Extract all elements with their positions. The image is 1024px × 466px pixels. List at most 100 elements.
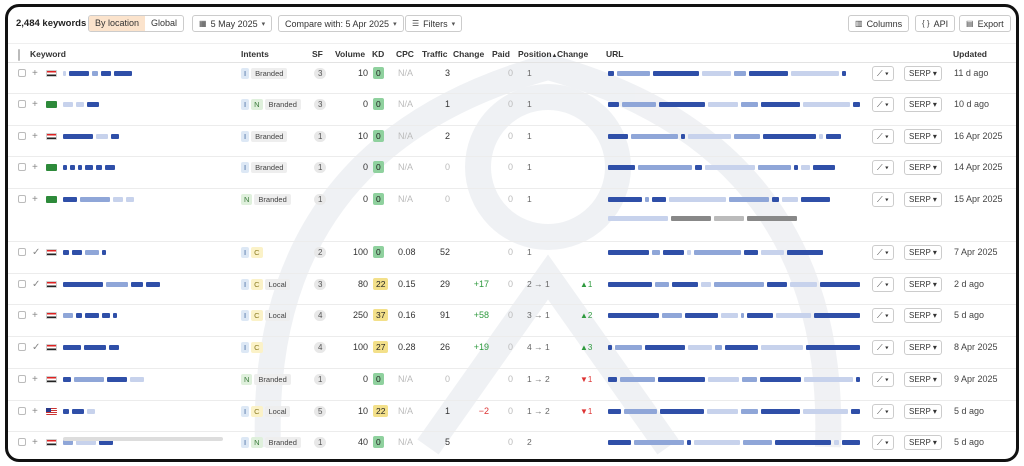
trend-button[interactable]: ⟋ ▾ [872,339,894,355]
trend-button[interactable]: ⟋ ▾ [872,244,894,260]
serp-features-count[interactable]: 1 [314,193,327,205]
columns-button[interactable]: ▥ Columns [848,15,910,32]
serp-dropdown[interactable]: SERP ▾ [904,65,942,81]
check-icon[interactable]: ✓ [32,278,41,290]
row-checkbox[interactable] [18,195,26,203]
add-icon[interactable]: + [32,67,38,79]
select-all-checkbox[interactable] [18,49,20,61]
col-paid[interactable]: Paid [492,49,510,59]
check-icon[interactable]: ✓ [32,246,41,258]
date-button[interactable]: ▦ 5 May 2025 ▾ [192,15,273,32]
serp-dropdown[interactable]: SERP ▾ [904,371,942,387]
serp-dropdown[interactable]: SERP ▾ [904,434,942,450]
add-icon[interactable]: + [32,436,38,448]
serp-dropdown[interactable]: SERP ▾ [904,339,942,355]
url-link[interactable] [608,67,863,79]
tab-by-location[interactable]: By location [89,16,146,31]
trend-button[interactable]: ⟋ ▾ [872,96,894,112]
url-link[interactable] [608,193,863,205]
serp-features-count[interactable]: 2 [314,246,327,258]
row-checkbox[interactable] [18,100,26,108]
col-position[interactable]: Position▲ [518,49,557,59]
url-link[interactable] [608,341,863,353]
add-icon[interactable]: + [32,130,38,142]
serp-dropdown[interactable]: SERP ▾ [904,128,942,144]
url-link[interactable] [608,278,863,290]
trend-button[interactable]: ⟋ ▾ [872,159,894,175]
url-link[interactable] [608,161,863,173]
table-row[interactable]: ✓ I C 4 100 27 0.28 26 +19 0 4 → 1 ▲3 ⟋ ▾ SERP ▾ 8 Apr… [8,337,1016,369]
serp-features-count[interactable]: 3 [314,67,327,79]
table-row[interactable]: + I Branded 1 0 0 N/A 0 0 1 ⟋ ▾ SERP ▾ 14 Apr 2025 [8,157,1016,189]
url-link[interactable] [608,309,863,321]
trend-button[interactable]: ⟋ ▾ [872,128,894,144]
col-kd[interactable]: KD [372,49,385,59]
serp-dropdown[interactable]: SERP ▾ [904,96,942,112]
table-row[interactable]: + N Branded 1 0 0 N/A 0 0 1 → 2 ▼1 ⟋ ▾ SERP ▾ 9 Apr 2… [8,369,1016,401]
col-position-change[interactable]: Change [557,49,589,59]
horizontal-scrollbar[interactable] [63,437,223,441]
col-cpc[interactable]: CPC [396,49,414,59]
serp-features-count[interactable]: 3 [314,98,327,110]
table-row[interactable]: + I C Local 5 10 22 N/A 1 −2 0 1 → 2 ▼1 ⟋ ▾ SERP ▾ 5 d … [8,401,1016,432]
trend-button[interactable]: ⟋ ▾ [872,65,894,81]
table-row[interactable]: + I Branded 3 10 0 N/A 3 0 1 ⟋ ▾ SERP ▾ 11 d ago [8,63,1016,94]
trend-button[interactable]: ⟋ ▾ [872,371,894,387]
serp-features-count[interactable]: 1 [314,130,327,142]
url-link[interactable] [608,436,863,448]
add-icon[interactable]: + [32,405,38,417]
add-icon[interactable]: + [32,309,38,321]
row-checkbox[interactable] [18,248,26,256]
serp-dropdown[interactable]: SERP ▾ [904,403,942,419]
row-checkbox[interactable] [18,69,26,77]
col-url[interactable]: URL [606,49,624,59]
url-link[interactable] [608,98,863,110]
col-volume[interactable]: Volume [335,49,366,59]
table-row[interactable]: ✓ I C 2 100 0 0.08 52 0 1 ⟋ ▾ SERP ▾ 7 Apr 2025 [8,242,1016,274]
filters-button[interactable]: ☰ Filters ▾ [405,15,463,32]
url-link[interactable] [608,405,863,417]
trend-button[interactable]: ⟋ ▾ [872,434,894,450]
export-button[interactable]: ▤ Export [959,15,1011,32]
add-icon[interactable]: + [32,193,38,205]
serp-dropdown[interactable]: SERP ▾ [904,276,942,292]
serp-dropdown[interactable]: SERP ▾ [904,191,942,207]
row-checkbox[interactable] [18,375,26,383]
row-checkbox[interactable] [18,280,26,288]
trend-button[interactable]: ⟋ ▾ [872,191,894,207]
check-icon[interactable]: ✓ [32,341,41,353]
trend-button[interactable]: ⟋ ▾ [872,276,894,292]
trend-button[interactable]: ⟋ ▾ [872,307,894,323]
serp-features-count[interactable]: 1 [314,373,327,385]
serp-dropdown[interactable]: SERP ▾ [904,307,942,323]
add-icon[interactable]: + [32,98,38,110]
row-checkbox[interactable] [18,163,26,171]
serp-features-count[interactable]: 1 [314,161,327,173]
serp-dropdown[interactable]: SERP ▾ [904,159,942,175]
table-row[interactable]: + I Branded 1 10 0 N/A 2 0 1 ⟋ ▾ SERP ▾ 16 Apr 2025 [8,126,1016,157]
col-sf[interactable]: SF [312,49,323,59]
row-checkbox[interactable] [18,132,26,140]
trend-button[interactable]: ⟋ ▾ [872,403,894,419]
col-traffic[interactable]: Traffic [422,49,448,59]
table-row[interactable]: + I N Branded 3 0 0 N/A 1 0 1 ⟋ ▾ SERP ▾ 10 d ago [8,94,1016,126]
url-link[interactable] [608,373,863,385]
tab-global[interactable]: Global [151,18,178,28]
col-intents[interactable]: Intents [241,49,269,59]
url-link[interactable] [608,130,863,142]
table-row[interactable]: ✓ I C Local 3 80 22 0.15 29 +17 0 2 → 1 ▲1 ⟋ ▾ SERP ▾ 2… [8,274,1016,305]
url-link[interactable] [608,246,863,258]
compare-button[interactable]: Compare with: 5 Apr 2025 ▾ [278,15,404,32]
api-button[interactable]: { } API [915,15,956,32]
serp-features-count[interactable]: 3 [314,278,327,290]
row-checkbox[interactable] [18,407,26,415]
row-checkbox[interactable] [18,311,26,319]
serp-features-count[interactable]: 4 [314,309,327,321]
table-row[interactable]: + I N Branded 1 40 0 N/A 5 0 2 ⟋ ▾ SERP ▾ 5 d ago [8,432,1016,459]
serp-features-count[interactable]: 1 [314,436,327,448]
table-row[interactable]: + I C Local 4 250 37 0.16 91 +58 0 3 → 1 ▲2 ⟋ ▾ SERP ▾… [8,305,1016,337]
row-checkbox[interactable] [18,438,26,446]
add-icon[interactable]: + [32,161,38,173]
add-icon[interactable]: + [32,373,38,385]
col-keyword[interactable]: Keyword [30,49,66,59]
